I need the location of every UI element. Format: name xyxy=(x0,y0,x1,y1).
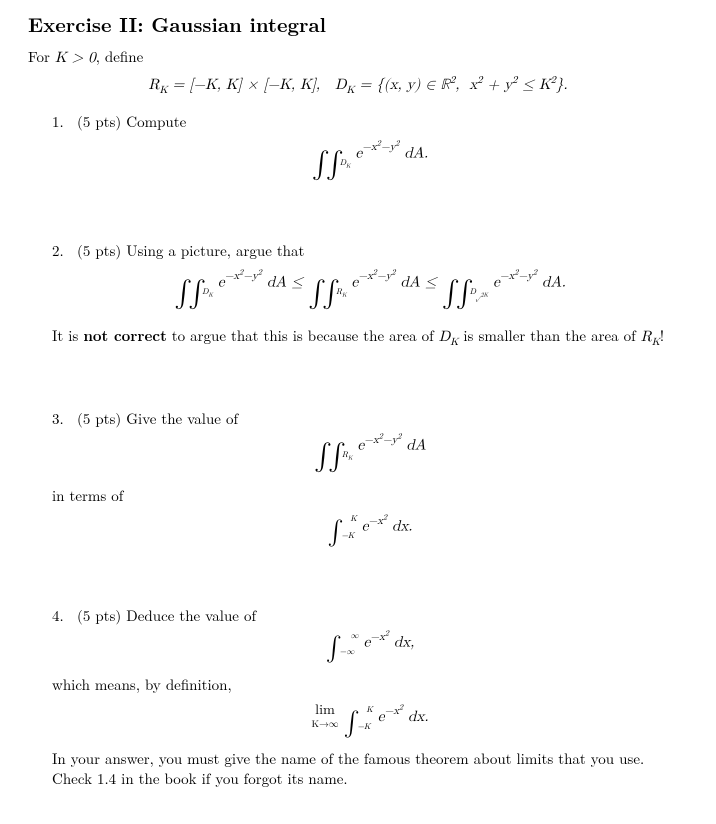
q3-mid: in terms of xyxy=(52,486,688,506)
q2-math: ∫∫DK e−x2−y2 dA ≤ ∫∫RK e−x2−y2 dA ≤ ∫∫D√… xyxy=(52,268,688,313)
q2-note-b: to argue that this is because the area o… xyxy=(167,325,439,346)
q2-note-d: ! xyxy=(660,325,664,346)
q2-note-a: It is xyxy=(52,325,83,346)
points-label: (5 pts) xyxy=(77,408,121,429)
intro-post: , define xyxy=(96,46,144,67)
page-title: Exercise II: Gaussian integral xyxy=(28,10,688,37)
q2-note-m2: RK xyxy=(641,329,660,344)
points-label: (5 pts) xyxy=(77,605,121,626)
q2-note-bold: not correct xyxy=(83,325,166,346)
item-number: 1. xyxy=(52,112,72,132)
item-number: 3. xyxy=(52,409,72,429)
definitions-math: RK = [−K, K] × [−K, K], DK = {(x, y) ∈ ℝ… xyxy=(28,74,688,98)
item-number: 4. xyxy=(52,606,72,626)
q1-math: ∫∫DK e−x2−y2 dA. xyxy=(52,139,688,184)
problem-list: 1. (5 pts) Compute ∫∫DK e−x2−y2 dA. 2. (… xyxy=(28,112,688,789)
q2-note-c: is smaller than the area of xyxy=(458,325,640,346)
q2-text: Using a picture, argue that xyxy=(126,240,304,261)
q3-text: Give the value of xyxy=(126,408,238,429)
problem-1: 1. (5 pts) Compute ∫∫DK e−x2−y2 dA. xyxy=(52,112,688,183)
intro-line: For K > 0, define xyxy=(28,47,688,68)
q2-note-m1: DK xyxy=(439,329,459,344)
problem-4: 4. (5 pts) Deduce the value of ∫−∞∞ e−x2… xyxy=(52,606,688,789)
q4-text: Deduce the value of xyxy=(126,605,256,626)
points-label: (5 pts) xyxy=(77,111,121,132)
problem-3: 3. (5 pts) Give the value of ∫∫RK e−x2−y… xyxy=(52,409,688,549)
exercise-page: Exercise II: Gaussian integral For K > 0… xyxy=(0,0,716,824)
problem-2: 2. (5 pts) Using a picture, argue that ∫… xyxy=(52,241,688,350)
q4-mid: which means, by definition, xyxy=(52,675,688,695)
q4-tail: In your answer, you must give the name o… xyxy=(52,749,688,790)
q4-math1: ∫−∞∞ e−x2 dx, xyxy=(52,628,688,664)
q1-text: Compute xyxy=(126,111,186,132)
q2-note: It is not correct to argue that this is … xyxy=(52,326,688,350)
q3-math1: ∫∫RK e−x2−y2 dA xyxy=(52,431,688,476)
intro-math: K > 0 xyxy=(55,50,96,65)
q4-math2: limK→∞ ∫−KK e−x2 dx. xyxy=(52,701,688,739)
q3-math2: ∫−KK e−x2 dx. xyxy=(52,512,688,548)
item-number: 2. xyxy=(52,241,72,261)
intro-pre: For xyxy=(28,46,55,67)
points-label: (5 pts) xyxy=(77,240,121,261)
